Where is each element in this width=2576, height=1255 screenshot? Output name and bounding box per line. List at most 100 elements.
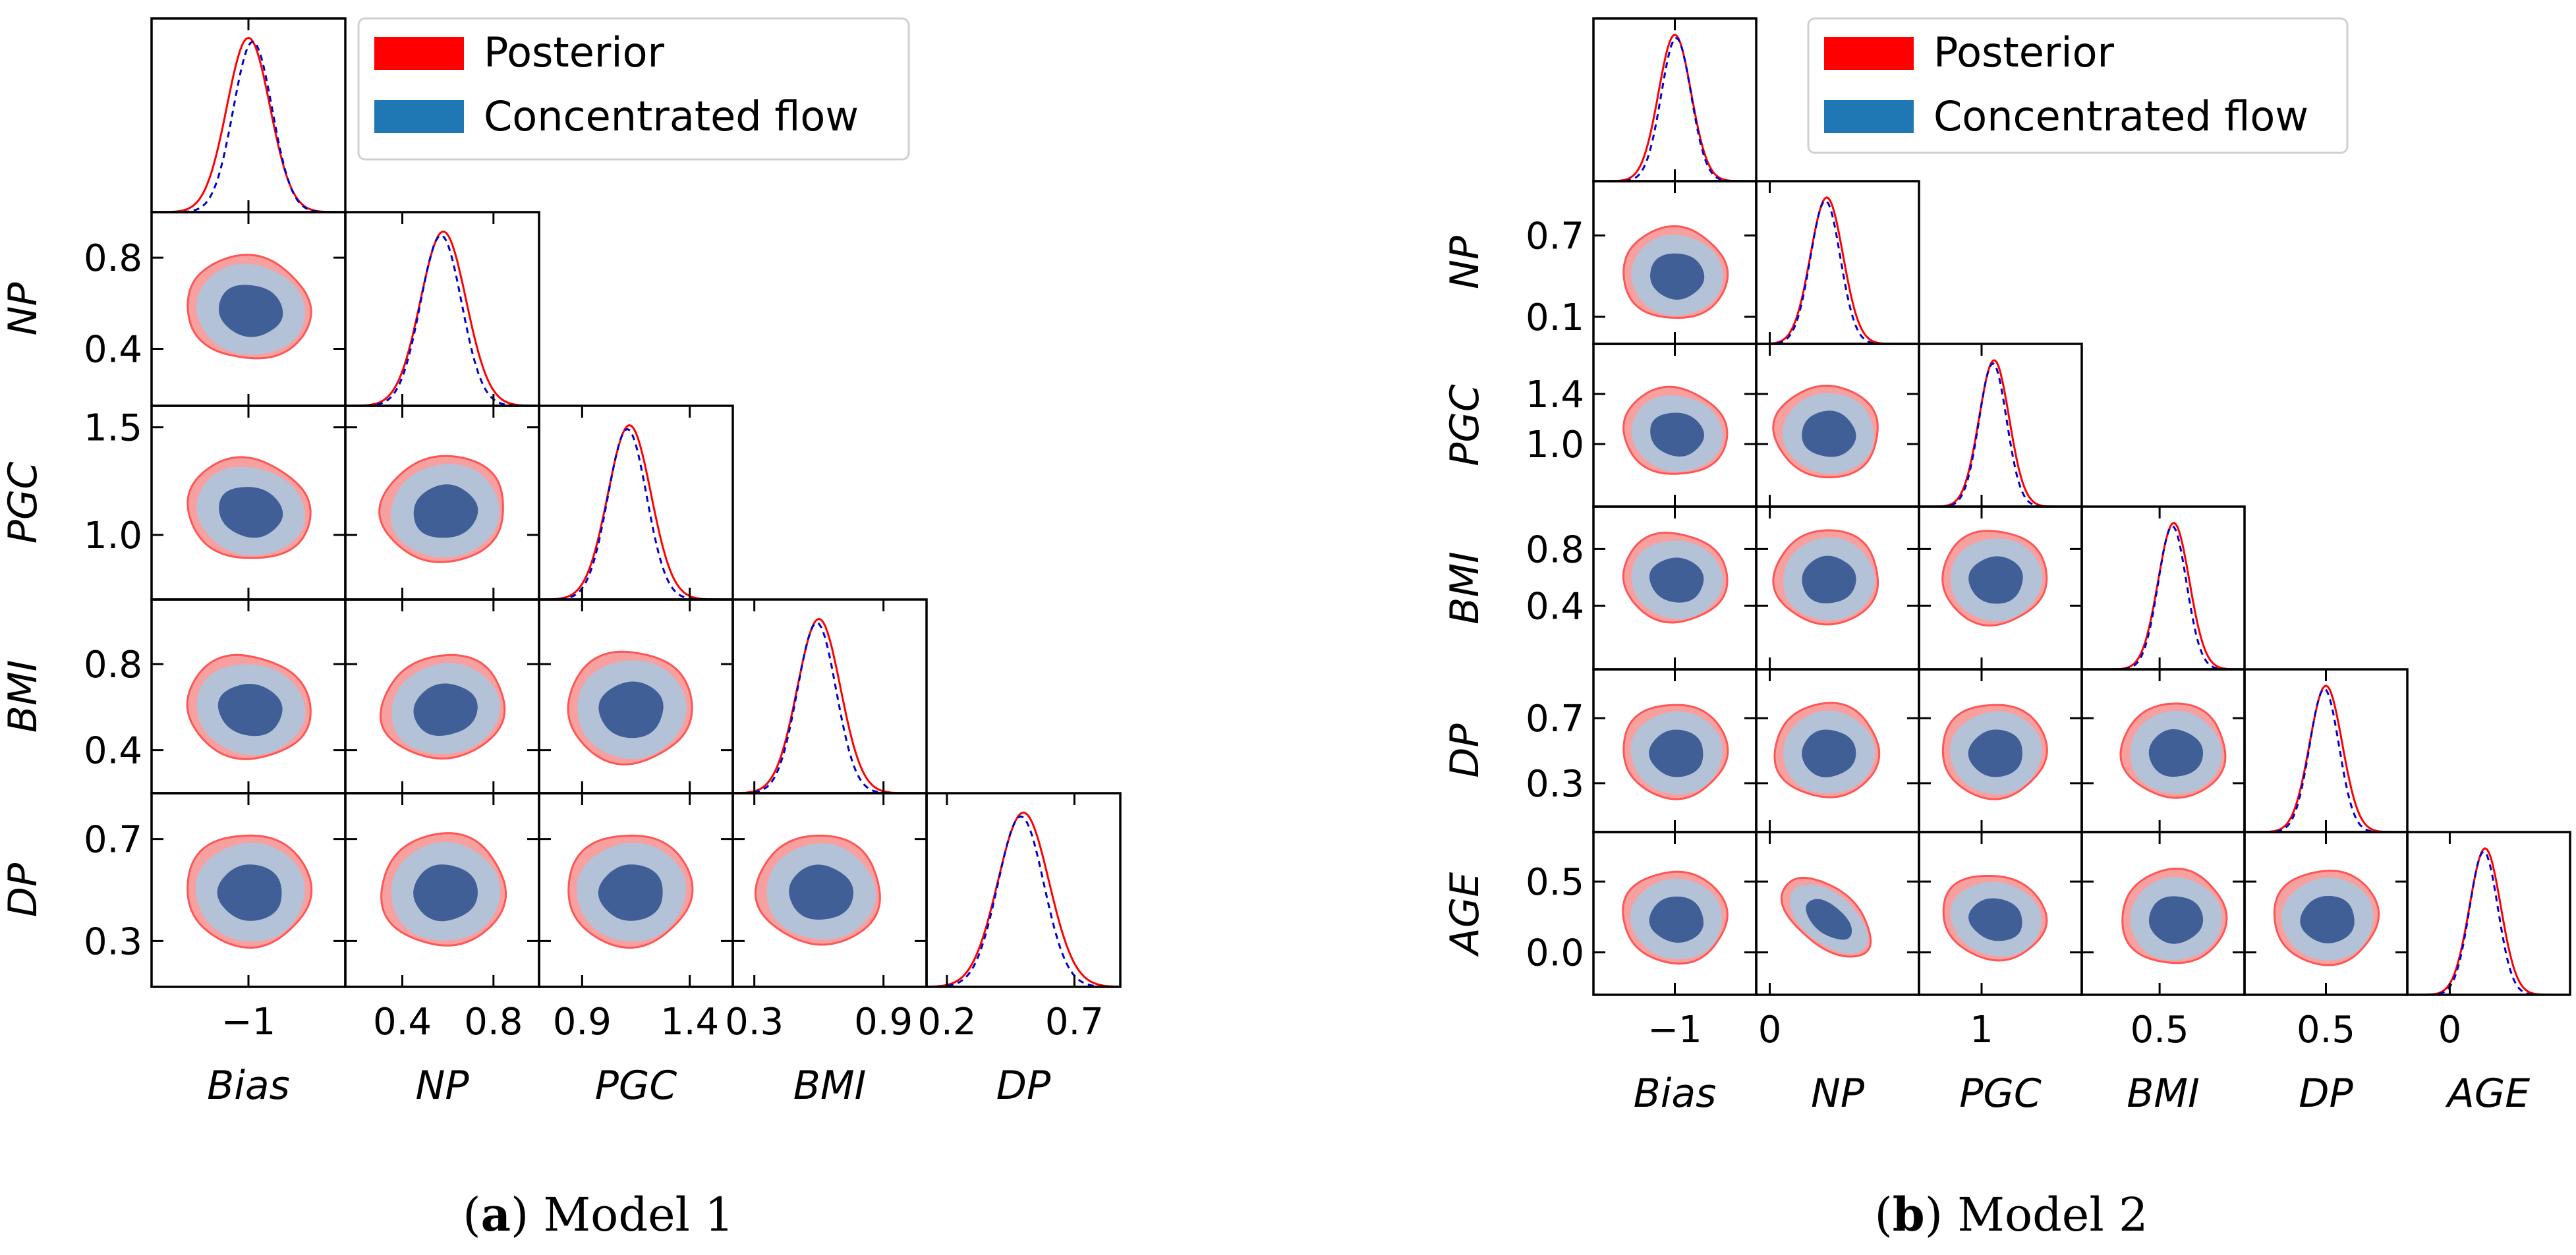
contour-panel-Bias-DP (150, 792, 347, 988)
contour-panel-NP-BMI (344, 598, 540, 795)
flow-density-Bias (1593, 37, 1756, 182)
y-tick-label-AGE: 0.0 (1526, 932, 1584, 975)
caption-title: Model 2 (1957, 1188, 2148, 1242)
y-tick-label-DP: 0.7 (84, 819, 142, 862)
legend: Posterior Concentrated flow (1807, 17, 2349, 154)
y-tick-label-BMI: 0.8 (1526, 528, 1584, 571)
legend-label-posterior: Posterior (1933, 28, 2115, 76)
panel-frame (344, 211, 540, 407)
y-axis-label-BMI: BMI (1442, 551, 1488, 625)
y-tick-label-BMI: 0.4 (84, 730, 142, 773)
y-tick-label-PGC: 1.4 (1526, 374, 1584, 416)
flow-contour-inner (1968, 556, 2023, 604)
diagonal-panel-DP (925, 792, 1122, 988)
x-tick-label-PGC: 1.4 (660, 1001, 719, 1044)
posterior-density-DP (926, 811, 1121, 988)
y-tick-label-NP: 0.4 (84, 329, 142, 372)
figure-caption: (b) Model 2 (1874, 1187, 2148, 1242)
legend-label-flow: Concentrated flow (484, 92, 859, 140)
panel-frame (925, 792, 1122, 988)
legend-label-flow: Concentrated flow (1933, 92, 2308, 140)
x-tick-label-DP: 0.7 (1045, 1001, 1104, 1044)
flow-contour-inner (217, 684, 283, 737)
y-tick-label-PGC: 1.0 (1526, 424, 1584, 466)
flow-density-DP (927, 815, 1120, 988)
y-axis-label-AGE: AGE (1442, 872, 1488, 958)
y-tick-label-DP: 0.3 (84, 920, 142, 963)
posterior-density-PGC (538, 424, 733, 601)
y-axis-label-PGC: PGC (1442, 384, 1488, 466)
y-axis-label-DP: DP (1442, 723, 1488, 777)
flow-density-BMI (2082, 524, 2245, 671)
contour-panel-PGC-BMI (538, 598, 734, 795)
flow-density-PGC (1919, 362, 2082, 508)
flow-contour-inner (413, 864, 478, 922)
flow-contour-inner (219, 487, 283, 538)
contour-panel-NP-AGE (1755, 831, 1920, 996)
contour-panel-PGC-DP (1918, 668, 2083, 833)
panel-frame (1592, 17, 1758, 182)
x-tick-label-Bias: −1 (1647, 1009, 1702, 1051)
flow-contour-inner (1806, 899, 1852, 940)
x-tick-label-DP: 0.5 (2297, 1009, 2355, 1051)
diagonal-panel-PGC (1918, 343, 2083, 508)
contour-panel-Bias-NP (1592, 180, 1758, 345)
caption-letter: a (481, 1187, 511, 1242)
flow-density-PGC (539, 428, 733, 601)
flow-contour-inner (598, 681, 664, 739)
x-axis-label-NP: NP (415, 1063, 469, 1109)
flow-contour-inner (1802, 410, 1856, 457)
y-axis-label-NP: NP (1442, 235, 1488, 289)
contour-panel-PGC-AGE (1918, 831, 2083, 996)
x-axis-label-PGC: PGC (595, 1063, 677, 1109)
flow-contour-inner (1650, 253, 1705, 300)
x-tick-label-DP: 0.2 (917, 1001, 976, 1044)
flow-contour-inner (2148, 729, 2203, 777)
contour-panel-NP-PGC (344, 404, 540, 601)
x-tick-label-NP: 0 (1758, 1009, 1782, 1051)
y-tick-label-NP: 0.8 (84, 237, 142, 280)
x-tick-label-NP: 0.4 (373, 1001, 432, 1044)
flow-contour-inner (1650, 412, 1704, 457)
flow-density-DP (2245, 687, 2407, 833)
x-axis-label-NP: NP (1811, 1071, 1865, 1117)
diagonal-panel-PGC (538, 404, 734, 601)
diagonal-panel-NP (1755, 180, 1920, 345)
flow-contour-inner (413, 484, 478, 538)
legend-swatch-flow (1824, 100, 1914, 133)
x-axis-label-DP: DP (996, 1063, 1051, 1109)
flow-contour-inner (789, 864, 853, 920)
y-tick-label-NP: 0.7 (1526, 215, 1584, 258)
flow-contour-inner (1649, 729, 1703, 777)
x-axis-label-AGE: AGE (2445, 1071, 2531, 1117)
contour-panel-Bias-NP (150, 211, 347, 407)
flow-contour-inner (217, 864, 282, 921)
posterior-density-Bias (152, 36, 345, 213)
panel-frame (1918, 343, 2083, 508)
flow-contour-inner (598, 864, 663, 921)
panel-frame (1755, 180, 1920, 345)
contour-panel-Bias-BMI (150, 598, 347, 795)
contour-panel-BMI-AGE (2080, 831, 2246, 996)
x-axis-label-BMI: BMI (2127, 1071, 2200, 1117)
panel-frame (731, 598, 928, 795)
y-tick-label-DP: 0.7 (1526, 698, 1584, 740)
contour-panel-Bias-DP (1592, 668, 1758, 833)
flow-contour-inner (219, 285, 283, 337)
y-axis-label-DP: DP (0, 862, 46, 917)
flow-density-AGE (2407, 851, 2570, 996)
y-tick-label-PGC: 1.0 (84, 515, 142, 557)
legend-frame (357, 17, 910, 161)
flow-contour-inner (1802, 555, 1856, 603)
y-tick-label-PGC: 1.5 (84, 407, 142, 450)
x-tick-label-BMI: 0.5 (2131, 1009, 2189, 1051)
panel-frame (2406, 831, 2571, 996)
posterior-density-BMI (733, 617, 927, 795)
y-tick-label-AGE: 0.5 (1526, 861, 1584, 904)
contour-panel-BMI-DP (2080, 668, 2246, 833)
legend-swatch-posterior (1824, 37, 1914, 70)
contour-panel-Bias-PGC (1592, 343, 1758, 508)
y-tick-label-BMI: 0.4 (1526, 585, 1584, 628)
panel-frame (2243, 668, 2409, 833)
